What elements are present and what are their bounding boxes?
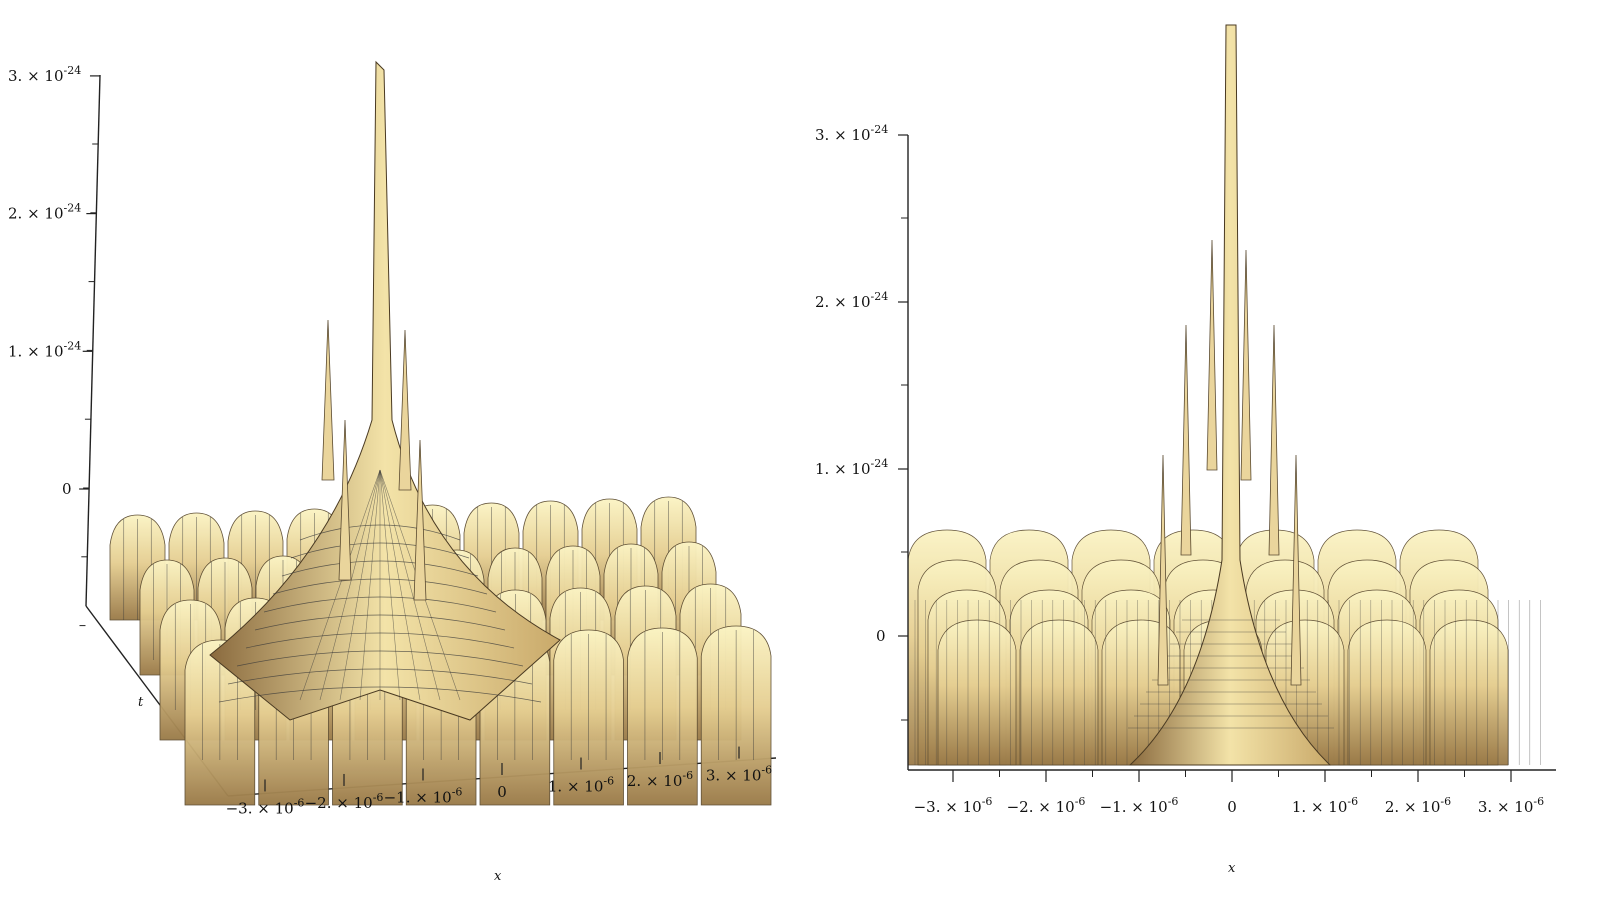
surface-ridge (1347, 619, 1427, 766)
x-tick-label: −3. × 10-6 (226, 796, 305, 817)
mesh-line (379, 469, 421, 701)
z-tick-label: 3. × 10-24 (815, 123, 888, 144)
surface-ridge (1429, 619, 1509, 766)
secondary-spike (1290, 454, 1302, 686)
x-tick-label: −1. × 10-6 (1100, 795, 1179, 816)
x-tick-label: 1. × 10-6 (1292, 795, 1358, 816)
z-tick-label: 2. × 10-24 (815, 290, 888, 311)
z-axis-line (85, 74, 101, 607)
z-tick-label: 3. × 10-24 (8, 64, 81, 85)
x-axis-label: x (1228, 861, 1236, 876)
central-peak (209, 60, 561, 721)
x-tick-label: 3. × 10-6 (1478, 795, 1544, 816)
secondary-spike (1268, 324, 1280, 556)
mesh-line (379, 469, 441, 701)
surface-ridge (1019, 619, 1099, 766)
x-tick-label: −1. × 10-6 (384, 785, 463, 806)
x-tick-label: 3. × 10-6 (706, 764, 772, 785)
mesh-line (359, 469, 381, 701)
z-tick-label: 0 (876, 627, 886, 645)
z-tick-label: 1. × 10-24 (815, 457, 888, 478)
x-tick-label: 1. × 10-6 (548, 775, 614, 796)
secondary-spike (398, 329, 412, 491)
secondary-spike (1240, 249, 1252, 481)
mesh-line (319, 469, 381, 701)
x-tick-label: 0 (497, 783, 507, 801)
z-tick-label: 2. × 10-24 (8, 202, 81, 223)
x-tick-label: −2. × 10-6 (1007, 795, 1086, 816)
oblique-surface-plot: 3. × 10-24 2. × 10-24 1. × 10-24 0 t −3. × 10… (8, 60, 777, 884)
z-tick-label: 0 (62, 480, 72, 498)
secondary-spike (321, 319, 335, 481)
mesh-line (339, 469, 381, 701)
mesh-line (299, 469, 381, 701)
secondary-spike (338, 419, 352, 581)
front-surface-plot: 3. × 10-24 2. × 10-24 1. × 10-24 0 −3. × 10-… (815, 24, 1556, 876)
secondary-spike (1180, 324, 1192, 556)
secondary-spike (1206, 239, 1218, 471)
mesh-line (379, 469, 401, 701)
x-tick-label: −3. × 10-6 (914, 795, 993, 816)
x-axis-label: x (494, 869, 502, 884)
x-tick-label: −2. × 10-6 (305, 791, 384, 812)
central-peak (1128, 24, 1332, 766)
surface-ridge (937, 619, 1017, 766)
x-tick-label: 2. × 10-6 (1385, 795, 1451, 816)
z-tick-label: 1. × 10-24 (8, 339, 81, 360)
x-tick-label: 2. × 10-6 (627, 769, 693, 790)
secondary-spike (1157, 454, 1169, 686)
x-tick-label: 0 (1227, 798, 1237, 816)
secondary-spike (413, 439, 427, 601)
t-axis-label: t (138, 695, 144, 710)
